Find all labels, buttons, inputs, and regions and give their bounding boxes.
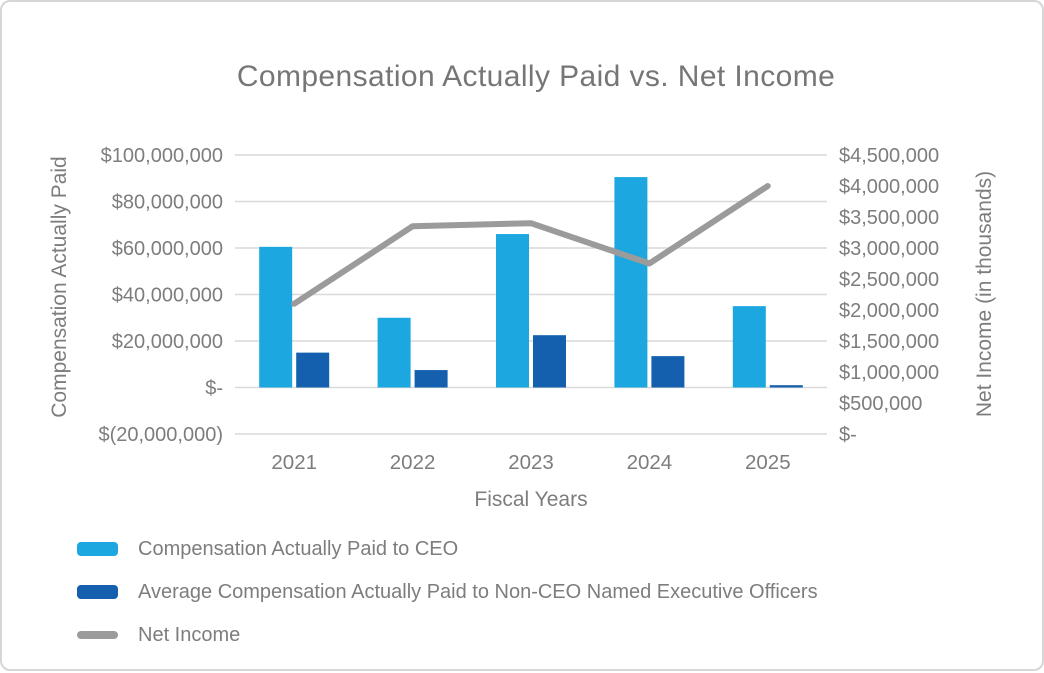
x-axis-tick-label-2022: 2022 bbox=[390, 451, 436, 474]
x-axis-tick-label-2021: 2021 bbox=[271, 451, 317, 474]
legend-label-ceo: Compensation Actually Paid to CEO bbox=[138, 537, 459, 560]
legend-swatch-non-ceo-icon bbox=[77, 585, 118, 599]
bar-ceo-2023 bbox=[496, 234, 529, 388]
right-axis-tick-label: $2,500,000 bbox=[839, 269, 939, 291]
bar-non-ceo-2023 bbox=[533, 335, 566, 388]
legend-label-non-ceo: Average Compensation Actually Paid to No… bbox=[138, 580, 818, 603]
x-axis-tick-label-2023: 2023 bbox=[508, 451, 554, 474]
right-axis-tick-label: $3,000,000 bbox=[839, 238, 939, 260]
bar-ceo-2021 bbox=[259, 246, 293, 388]
right-axis-title: Net Income (in thousands) bbox=[973, 170, 996, 418]
legend-swatch-ceo-icon bbox=[77, 542, 118, 556]
legend-item-non-ceo: Average Compensation Actually Paid to No… bbox=[77, 578, 818, 606]
left-axis-tick-label: $- bbox=[205, 378, 223, 400]
bar-non-ceo-2022 bbox=[414, 370, 448, 388]
x-axis-tick-label-2024: 2024 bbox=[627, 451, 673, 474]
left-axis-tick-label: $40,000,000 bbox=[112, 285, 223, 307]
right-axis-tick-label: $- bbox=[839, 424, 857, 446]
bar-non-ceo-2021 bbox=[296, 352, 330, 388]
x-axis-tick-label-2025: 2025 bbox=[745, 451, 791, 474]
bar-ceo-2024 bbox=[614, 177, 648, 388]
right-axis-tick-label: $2,000,000 bbox=[839, 300, 939, 322]
legend-item-ceo: Compensation Actually Paid to CEO bbox=[77, 535, 818, 563]
legend-swatch-net-income-icon bbox=[77, 631, 118, 639]
left-axis-tick-label: $60,000,000 bbox=[112, 238, 223, 260]
left-axis-title: Compensation Actually Paid bbox=[48, 156, 71, 418]
right-axis-tick-label: $500,000 bbox=[839, 393, 922, 415]
bar-non-ceo-2024 bbox=[651, 356, 685, 388]
left-axis-tick-label: $100,000,000 bbox=[101, 145, 223, 167]
left-axis-tick-label: $20,000,000 bbox=[112, 331, 223, 353]
legend-item-net-income: Net Income bbox=[77, 621, 818, 649]
bar-ceo-2022 bbox=[377, 317, 411, 388]
right-axis-tick-label: $4,000,000 bbox=[839, 176, 939, 198]
right-axis-tick-label: $4,500,000 bbox=[839, 145, 939, 167]
left-axis-tick-label: $(20,000,000) bbox=[98, 424, 223, 446]
left-axis-tick-label: $80,000,000 bbox=[112, 192, 223, 214]
bar-ceo-2025 bbox=[732, 306, 766, 388]
right-axis-tick-label: $3,500,000 bbox=[839, 207, 939, 229]
right-axis-tick-label: $1,000,000 bbox=[839, 362, 939, 384]
right-axis-tick-label: $1,500,000 bbox=[839, 331, 939, 353]
legend: Compensation Actually Paid to CEO Averag… bbox=[77, 535, 818, 649]
bar-non-ceo-2025 bbox=[769, 385, 803, 388]
chart-title: Compensation Actually Paid vs. Net Incom… bbox=[236, 60, 836, 93]
legend-label-net-income: Net Income bbox=[138, 623, 241, 646]
net-income-line bbox=[291, 183, 771, 307]
x-axis-title: Fiscal Years bbox=[474, 488, 588, 511]
